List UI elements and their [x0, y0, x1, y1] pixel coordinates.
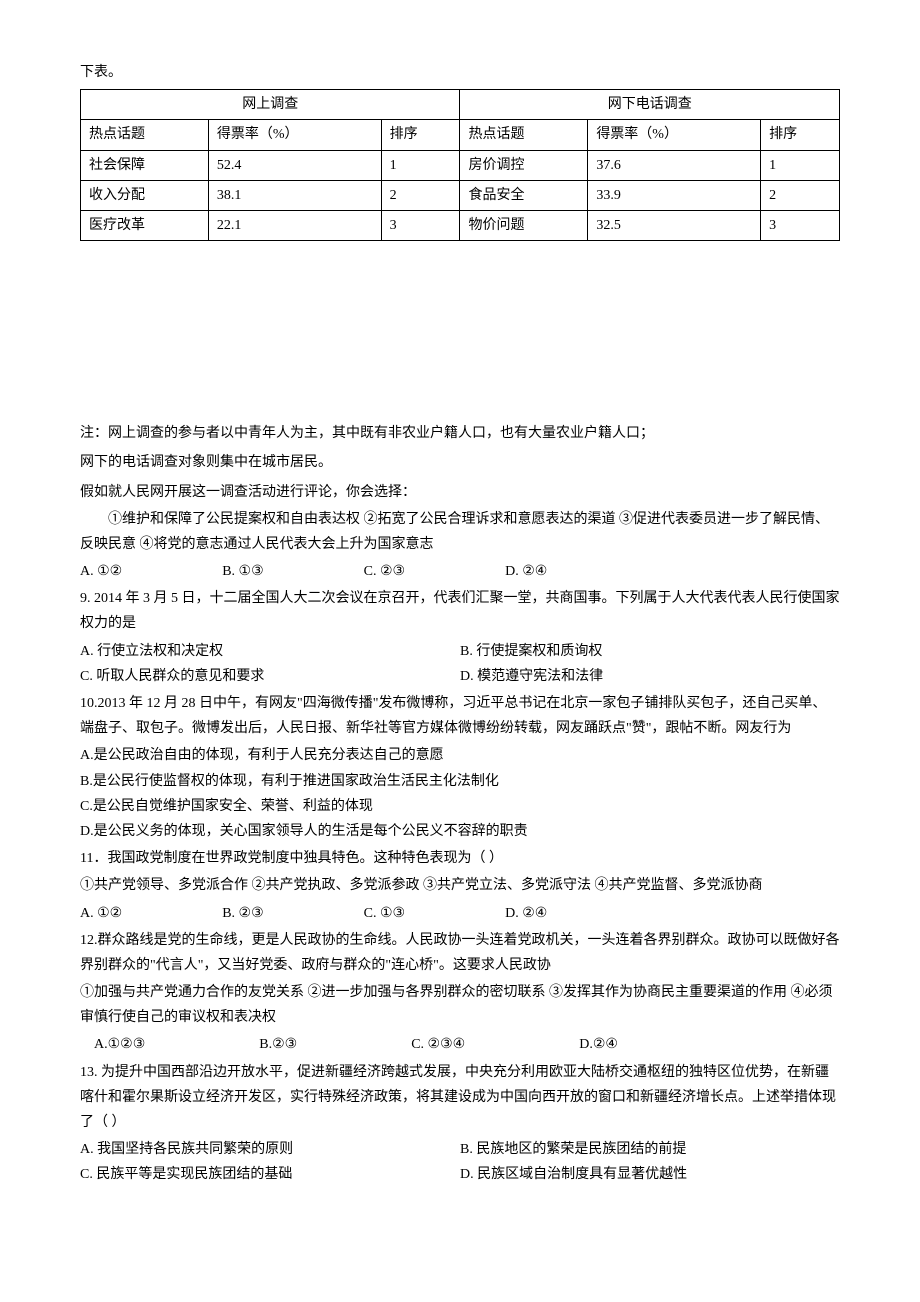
q11-text: 11．我国政党制度在世界政党制度中独具特色。这种特色表现为（ ） [80, 846, 840, 871]
q12-opt-d: D.②④ [565, 1032, 618, 1057]
q11-opt-b: B. ②③ [222, 901, 263, 926]
table-cell: 37.6 [588, 150, 761, 180]
table-cell: 医疗改革 [81, 210, 209, 240]
q12-text: 12.群众路线是党的生命线，更是人民政协的生命线。人民政协一头连着党政机关，一头… [80, 928, 840, 978]
col-header: 排序 [761, 120, 840, 150]
table-row: 医疗改革 22.1 3 物价问题 32.5 3 [81, 210, 840, 240]
q8-opt-c: C. ②③ [364, 559, 405, 584]
q9-opt-d: D. 模范遵守宪法和法律 [460, 664, 840, 689]
table-cell: 物价问题 [460, 210, 588, 240]
table-cell: 收入分配 [81, 180, 209, 210]
q12-statements: ①加强与共产党通力合作的友党关系 ②进一步加强与各界别群众的密切联系 ③发挥其作… [80, 980, 840, 1030]
note-line2: 网下的电话调查对象则集中在城市居民。 [80, 450, 840, 475]
table-cell: 2 [761, 180, 840, 210]
q13-text: 13. 为提升中国西部沿边开放水平，促进新疆经济跨越式发展，中央充分利用欧亚大陆… [80, 1060, 840, 1136]
q8-opt-b: B. ①③ [222, 559, 263, 584]
table-cell: 22.1 [208, 210, 381, 240]
table-cell: 1 [381, 150, 460, 180]
q8-statements: ①维护和保障了公民提案权和自由表达权 ②拓宽了公民合理诉求和意愿表达的渠道 ③促… [80, 507, 840, 557]
table-cell: 33.9 [588, 180, 761, 210]
table-cell: 2 [381, 180, 460, 210]
q10-opt-c: C.是公民自觉维护国家安全、荣誉、利益的体现 [80, 794, 840, 819]
q8-opt-a: A. ①② [80, 559, 122, 584]
q8-opt-d: D. ②④ [505, 559, 547, 584]
q8-prompt: 假如就人民网开展这一调查活动进行评论，你会选择： [80, 480, 840, 505]
col-header: 排序 [381, 120, 460, 150]
col-header: 热点话题 [460, 120, 588, 150]
q10-opt-d: D.是公民义务的体现，关心国家领导人的生活是每个公民义不容辞的职责 [80, 819, 840, 844]
col-header: 得票率（%） [588, 120, 761, 150]
q9-opt-b: B. 行使提案权和质询权 [460, 639, 840, 664]
table-row: 收入分配 38.1 2 食品安全 33.9 2 [81, 180, 840, 210]
table-cell: 3 [761, 210, 840, 240]
survey-table: 网上调查 网下电话调查 热点话题 得票率（%） 排序 热点话题 得票率（%） 排… [80, 89, 840, 241]
table-cell: 32.5 [588, 210, 761, 240]
table-cell: 1 [761, 150, 840, 180]
col-header: 得票率（%） [208, 120, 381, 150]
q10-text: 10.2013 年 12 月 28 日中午，有网友"四海微传播"发布微博称，习近… [80, 691, 840, 741]
table-row: 社会保障 52.4 1 房价调控 37.6 1 [81, 150, 840, 180]
intro-text: 下表。 [80, 60, 840, 85]
q13-opt-a: A. 我国坚持各民族共同繁荣的原则 [80, 1137, 460, 1162]
q13-opt-d: D. 民族区域自治制度具有显著优越性 [460, 1162, 840, 1187]
q13-opt-c: C. 民族平等是实现民族团结的基础 [80, 1162, 460, 1187]
table-header-online: 网上调查 [81, 90, 460, 120]
table-cell: 食品安全 [460, 180, 588, 210]
table-cell: 38.1 [208, 180, 381, 210]
q11-statements: ①共产党领导、多党派合作 ②共产党执政、多党派参政 ③共产党立法、多党派守法 ④… [80, 873, 840, 898]
q11-opt-c: C. ①③ [364, 901, 405, 926]
q9-opt-a: A. 行使立法权和决定权 [80, 639, 460, 664]
table-cell: 52.4 [208, 150, 381, 180]
q11-opt-d: D. ②④ [505, 901, 547, 926]
table-cell: 房价调控 [460, 150, 588, 180]
q12-opt-a: A.①②③ [80, 1032, 145, 1057]
col-header: 热点话题 [81, 120, 209, 150]
table-cell: 社会保障 [81, 150, 209, 180]
table-header-offline: 网下电话调查 [460, 90, 840, 120]
q10-opt-b: B.是公民行使监督权的体现，有利于推进国家政治生活民主化法制化 [80, 769, 840, 794]
q10-opt-a: A.是公民政治自由的体现，有利于人民充分表达自己的意愿 [80, 743, 840, 768]
q12-opt-b: B.②③ [245, 1032, 297, 1057]
note-line1: 注：网上调查的参与者以中青年人为主，其中既有非农业户籍人口，也有大量农业户籍人口… [80, 421, 840, 446]
q12-opt-c: C. ②③④ [397, 1032, 465, 1057]
q13-opt-b: B. 民族地区的繁荣是民族团结的前提 [460, 1137, 840, 1162]
q11-opt-a: A. ①② [80, 901, 122, 926]
q9-opt-c: C. 听取人民群众的意见和要求 [80, 664, 460, 689]
table-cell: 3 [381, 210, 460, 240]
q9-text: 9. 2014 年 3 月 5 日，十二届全国人大二次会议在京召开，代表们汇聚一… [80, 586, 840, 636]
